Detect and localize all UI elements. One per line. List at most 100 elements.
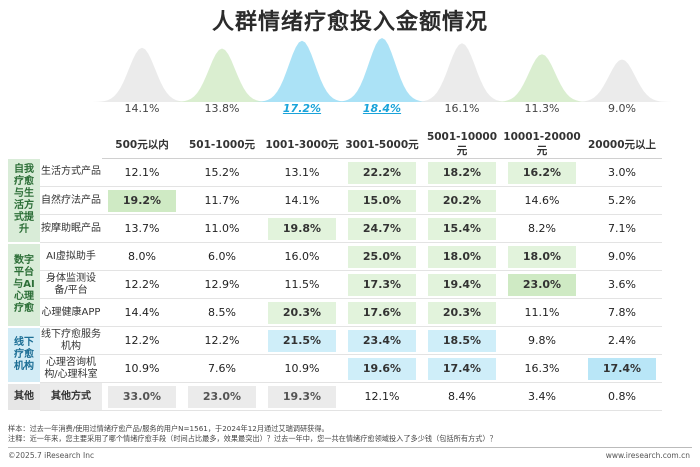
table-cell: 0.8%: [582, 382, 662, 411]
cell-value: 19.4%: [428, 273, 496, 296]
table-row: 其他 其他方式 33.0% 23.0% 19.3% 12.1% 8.4% 3.4% 0.8%: [8, 382, 662, 412]
table-cell: 6.0%: [182, 242, 262, 271]
table-cell: 13.7%: [102, 214, 182, 243]
table-cell: 14.1%: [262, 186, 342, 215]
table-cell: 11.1%: [502, 298, 582, 327]
overall-percent: 11.3%: [524, 102, 560, 115]
table-cell: 33.0%: [102, 382, 182, 411]
cell-value: 12.2%: [204, 333, 240, 347]
cell-value: 19.2%: [108, 189, 176, 212]
bell-7: [560, 59, 684, 102]
table-cell: 8.5%: [182, 298, 262, 327]
column-header: 500元以内: [102, 131, 182, 159]
table-cell: 7.6%: [182, 354, 262, 383]
cell-value: 8.0%: [128, 249, 156, 263]
table-cell: 23.0%: [182, 382, 262, 411]
table-cell: 7.1%: [582, 214, 662, 243]
table-row: 心理咨询机构/心理科室 10.9% 7.6% 10.9% 19.6% 17.4% 16.3%…: [8, 354, 662, 383]
cell-value: 8.4%: [448, 389, 476, 403]
table-cell: 10.9%: [102, 354, 182, 383]
table-cell: 7.8%: [582, 298, 662, 327]
website: www.iresearch.com.cn: [605, 451, 690, 460]
column-header: 1001-3000元: [262, 131, 342, 159]
table-cell: 19.6%: [342, 354, 422, 383]
table-cell: 19.8%: [262, 214, 342, 243]
bell-4: [320, 38, 444, 102]
row-label: 线下疗愈服务机构: [40, 326, 102, 355]
overall-percent: 17.2%: [282, 102, 322, 115]
cell-value: 19.6%: [348, 357, 416, 380]
cell-value: 9.0%: [608, 249, 636, 263]
bell-3: [240, 40, 364, 102]
row-label: 生活方式产品: [40, 158, 102, 187]
table-cell: 9.0%: [582, 242, 662, 271]
cell-value: 25.0%: [348, 245, 416, 268]
cell-value: 21.5%: [268, 329, 336, 352]
cell-value: 20.2%: [428, 189, 496, 212]
cell-value: 12.1%: [124, 165, 160, 179]
row-label: 自然疗法产品: [40, 186, 102, 215]
cell-value: 14.4%: [124, 305, 160, 319]
table-cell: 8.0%: [102, 242, 182, 271]
table-cell: 18.0%: [502, 242, 582, 271]
table-row: 线下疗愈机构 线下疗愈服务机构 12.2% 12.2% 21.5% 23.4% 18.5% 9…: [8, 326, 662, 384]
bell-1: [80, 47, 204, 102]
cell-value: 16.3%: [524, 361, 560, 375]
table-cell: 14.6%: [502, 186, 582, 215]
row-label: AI虚拟助手: [40, 242, 102, 271]
table-header-row: 500元以内 501-1000元 1001-3000元 3001-5000元 5001-…: [8, 131, 662, 159]
table-cell: 17.4%: [422, 354, 502, 383]
header-corner-2: [40, 131, 102, 159]
table-cell: 16.0%: [262, 242, 342, 271]
row-label: 身体监测设备/平台: [40, 270, 102, 299]
cell-value: 14.6%: [524, 193, 560, 207]
table-cell: 23.4%: [342, 326, 422, 355]
cell-value: 12.2%: [124, 333, 160, 347]
table-cell: 11.7%: [182, 186, 262, 215]
table-cell: 3.4%: [502, 382, 582, 411]
cell-value: 16.0%: [284, 249, 320, 263]
table-cell: 15.4%: [422, 214, 502, 243]
cell-value: 8.5%: [208, 305, 236, 319]
cell-value: 9.8%: [528, 333, 556, 347]
table-cell: 16.2%: [502, 158, 582, 187]
cell-value: 12.1%: [364, 389, 400, 403]
table-cell: 25.0%: [342, 242, 422, 271]
table-cell: 12.2%: [182, 326, 262, 355]
cell-value: 6.0%: [208, 249, 236, 263]
cell-value: 23.0%: [188, 385, 256, 408]
row-label: 其他方式: [40, 382, 102, 411]
table-cell: 20.3%: [422, 298, 502, 327]
table-cell: 23.0%: [502, 270, 582, 299]
table-row: 自我疗愈与生活方式提升 生活方式产品 12.1% 15.2% 13.1% 22.2% 18.…: [8, 158, 662, 244]
cell-value: 24.7%: [348, 217, 416, 240]
cell-value: 3.0%: [608, 165, 636, 179]
overall-percent: 16.1%: [444, 102, 480, 115]
cell-value: 7.6%: [208, 361, 236, 375]
cell-value: 11.7%: [204, 193, 240, 207]
cell-value: 5.2%: [608, 193, 636, 207]
table-row: 自然疗法产品 19.2% 11.7% 14.1% 15.0% 20.2% 14.6% 5.2%: [8, 186, 662, 215]
table-cell: 15.0%: [342, 186, 422, 215]
table-cell: 5.2%: [582, 186, 662, 215]
table-cell: 3.0%: [582, 158, 662, 187]
table-cell: 13.1%: [262, 158, 342, 187]
notes: 样本：过去一年消费/使用过情绪疗愈产品/服务的用户N=1561，于2024年12…: [8, 424, 698, 444]
table-cell: 12.9%: [182, 270, 262, 299]
cell-value: 17.4%: [428, 357, 496, 380]
cell-value: 18.5%: [428, 329, 496, 352]
row-label: 心理咨询机构/心理科室: [40, 354, 102, 383]
row-label: 按摩助眠产品: [40, 214, 102, 243]
column-header: 10001-20000元: [502, 131, 582, 159]
row-label: 心理健康APP: [40, 298, 102, 327]
table-cell: 11.0%: [182, 214, 262, 243]
table-cell: 9.8%: [502, 326, 582, 355]
cell-value: 3.6%: [608, 277, 636, 291]
cell-value: 15.4%: [428, 217, 496, 240]
overall-percent: 18.4%: [362, 102, 402, 115]
table-cell: 12.2%: [102, 326, 182, 355]
column-header: 5001-10000元: [422, 131, 502, 159]
table-cell: 20.3%: [262, 298, 342, 327]
cell-value: 17.6%: [348, 301, 416, 324]
table-cell: 16.3%: [502, 354, 582, 383]
